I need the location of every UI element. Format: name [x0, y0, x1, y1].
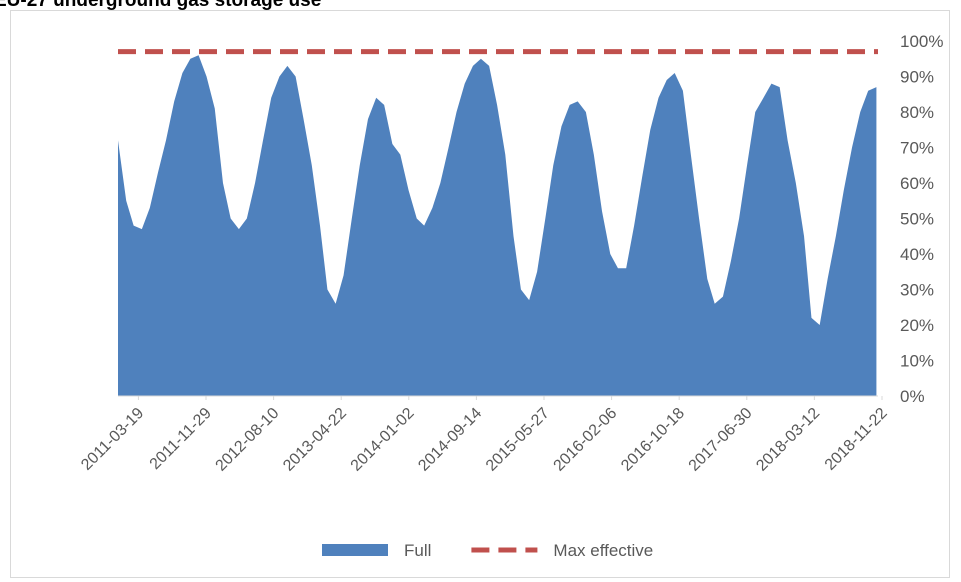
- y-tick-label: 50%: [900, 210, 934, 229]
- y-tick-label: 80%: [900, 103, 934, 122]
- y-tick-label: 0%: [900, 387, 925, 406]
- y-tick-label: 10%: [900, 352, 934, 371]
- y-tick-label: 60%: [900, 174, 934, 193]
- area: [118, 55, 877, 396]
- y-tick-label: 40%: [900, 245, 934, 264]
- y-tick-label: 30%: [900, 281, 934, 300]
- y-tick-label: 20%: [900, 316, 934, 335]
- y-tick-label: 70%: [900, 139, 934, 158]
- legend-swatch: [322, 544, 388, 556]
- y-tick-label: 90%: [900, 68, 934, 87]
- y-tick-label: 100%: [900, 32, 943, 51]
- legend-label: Full: [404, 541, 431, 560]
- legend-label: Max effective: [553, 541, 653, 560]
- chart-title: EU-27 underground gas storage use: [0, 0, 321, 11]
